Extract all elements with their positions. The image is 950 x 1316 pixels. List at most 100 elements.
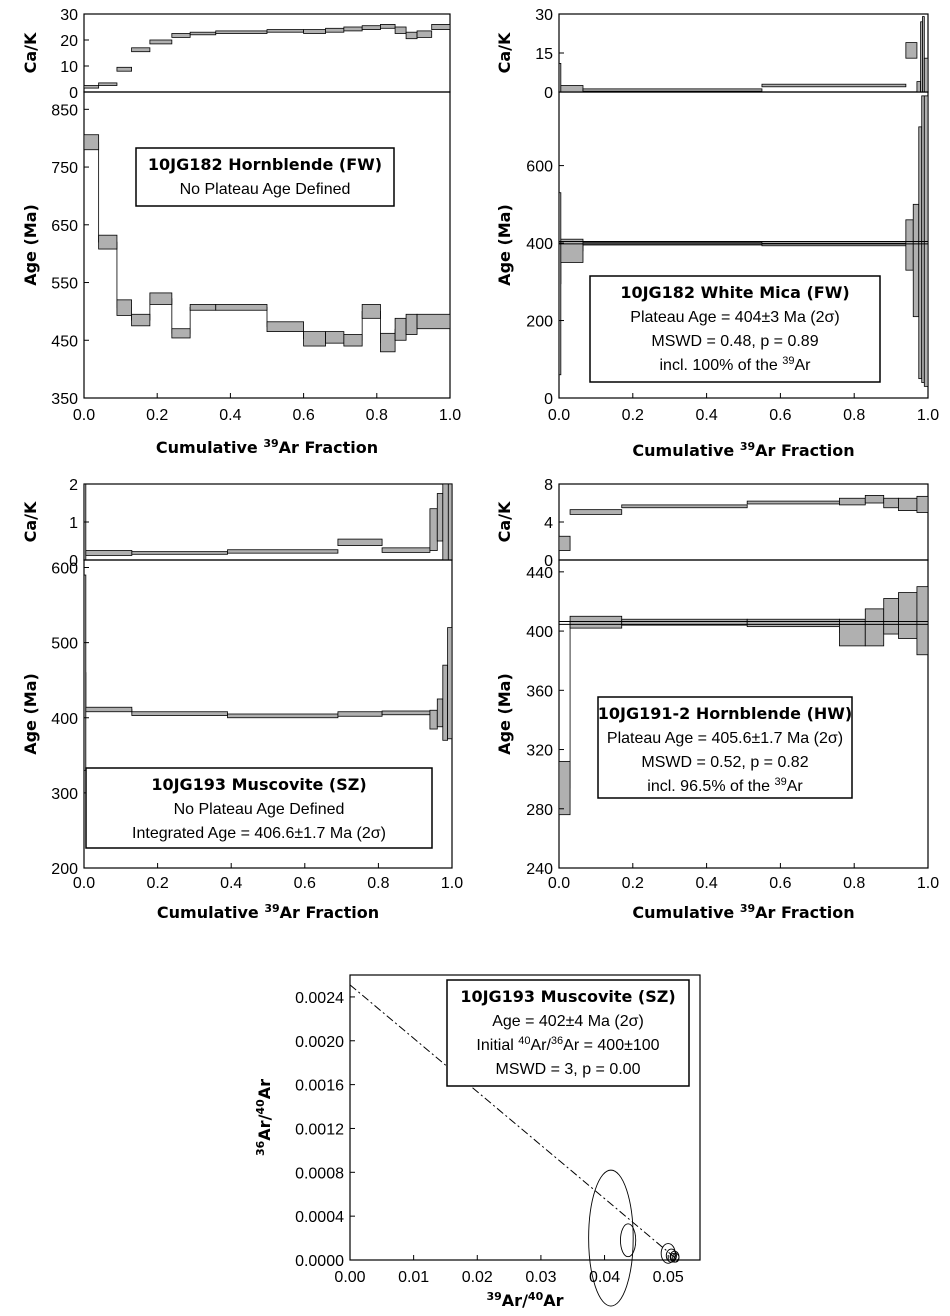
age-y-tick-label: 650 [51,218,78,235]
age-step-bar [558,192,562,376]
cak-step-bar [746,500,840,505]
cak-step-bar [916,495,929,513]
age-y-tick-label: 0 [544,391,553,408]
age-step-bar [442,664,448,741]
x-tick-label: 0.0 [73,407,95,424]
age-step-bar [560,238,584,263]
cak-step-bar [131,551,228,555]
age-step-bar [905,219,914,271]
iso-y-tick-label: 0.0012 [295,1121,344,1138]
age-step-bar [912,203,920,318]
age-plot-frame [83,91,451,399]
age-step-bar [116,299,132,316]
cak-y-axis-label: Ca/K [495,32,514,73]
age-step-bar [83,574,87,771]
age-step-bar [381,710,431,716]
x-tick-label: 1.0 [917,875,939,892]
iso-y-axis-label: 36Ar/40Ar [254,1079,275,1156]
age-y-tick-label: 320 [526,743,553,760]
age-step-bar [266,321,304,333]
cak-step-bar [883,497,899,509]
x-tick-label: 0.6 [769,407,791,424]
iso-x-tick-label: 0.05 [653,1269,684,1286]
text-span: Ar = 400±100 [563,1037,660,1054]
superscript: 39 [782,355,794,367]
superscript: 40 [528,1290,544,1303]
error-ellipse [672,1252,680,1263]
cak-y-tick-label: 15 [535,46,553,63]
superscript: 40 [518,1035,530,1047]
age-step-bar [325,331,345,344]
info-box-incl: incl. 100% of the 39Ar [660,355,812,374]
x-tick-label: 1.0 [441,875,463,892]
age-y-tick-label: 300 [51,786,78,803]
error-ellipse [665,1248,677,1263]
age-step-bar [189,304,217,311]
text-span: Ar/ [255,1114,274,1140]
age-y-tick-label: 200 [51,861,78,878]
info-box-title: 10JG193 Muscovite (SZ) [151,775,366,794]
age-step-bar [839,618,866,647]
cak-step-bar [303,29,326,34]
error-ellipse [670,1252,677,1261]
age-step-bar [171,328,191,339]
x-tick-label: 1.0 [917,407,939,424]
age-y-tick-label: 350 [51,391,78,408]
text-span: Ar [787,778,804,795]
superscript: 39 [263,437,278,450]
iso-y-tick-label: 0.0004 [295,1209,344,1226]
info-box-title: 10JG191-2 Hornblende (HW) [598,704,852,723]
text-span: Cumulative [632,903,739,922]
age-step-bar [416,313,451,330]
text-span: Ar [255,1079,274,1099]
age-step-bar [916,586,929,656]
iso-info-box [446,979,690,1087]
error-ellipse [620,1223,637,1258]
text-span: incl. 96.5% of the [647,778,774,795]
isochron-panel: 0.00 0.01 0.02 0.03 0.04 0.05 0.0000 0.0004 0.00… [254,974,701,1310]
x-tick-label: 0.4 [695,875,717,892]
cak-step-bar [560,85,584,93]
iso-x-tick-label: 0.00 [334,1269,365,1286]
age-step-bar [361,304,381,319]
cak-step-bar [416,30,433,38]
cak-step-bar [839,497,866,506]
age-step-bar [337,711,383,717]
x-axis-label: Cumulative 39Ar Fraction [632,902,854,923]
text-span: Ar [795,357,812,374]
age-step-bar [215,304,268,311]
iso-x-tick-label: 0.01 [398,1269,429,1286]
cak-step-bar [582,88,763,92]
step-panel-2: 0 15 30 Ca/K 0 200 400 600 Age (Ma) 0.0 0.2 0.4 0.6 0… [495,7,939,460]
text-span: Cumulative [632,441,739,460]
x-tick-label: 0.8 [366,407,388,424]
age-y-tick-label: 750 [51,160,78,177]
age-step-bar [436,698,444,728]
x-tick-label: 0.4 [695,407,717,424]
text-span: Ar [543,1291,563,1310]
cak-step-bar [916,81,922,93]
age-step-bar [558,760,571,816]
age-y-tick-label: 550 [51,276,78,293]
cak-step-bar [394,26,407,34]
age-y-tick-label: 200 [526,314,553,331]
cak-step-bar [761,83,907,88]
text-span: Ar Fraction [280,903,379,922]
error-ellipse [588,1169,634,1307]
cak-y-tick-label: 0 [544,85,553,102]
cak-step-bar [325,27,345,33]
x-axis-label: Cumulative 39Ar Fraction [156,437,378,458]
iso-x-tick-label: 0.04 [589,1269,620,1286]
x-tick-label: 0.2 [622,407,644,424]
age-step-bar [83,134,100,151]
cak-step-bar [343,26,363,32]
cak-step-bar [429,508,438,551]
cak-y-tick-label: 0 [69,553,78,570]
x-tick-label: 0.6 [769,875,791,892]
iso-info-mswd: MSWD = 3, p = 0.00 [496,1061,641,1078]
cak-step-bar [621,504,748,509]
cak-y-tick-label: 1 [69,515,78,532]
age-y-tick-label: 600 [526,159,553,176]
x-tick-label: 0.2 [146,407,168,424]
